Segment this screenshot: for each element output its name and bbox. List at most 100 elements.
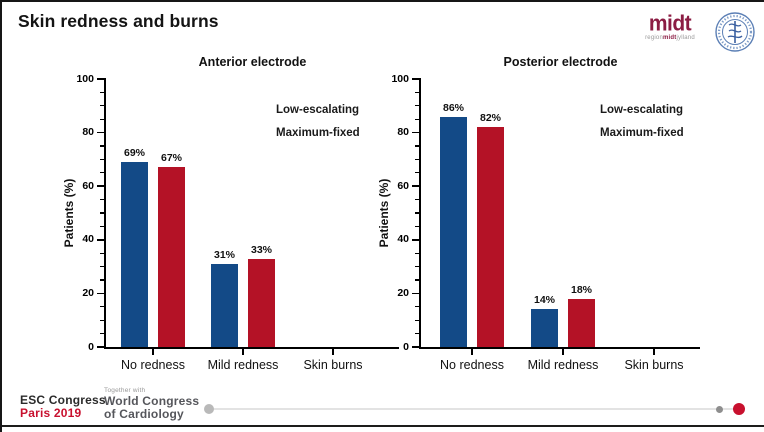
midt-subtext: regionmidtjylland (638, 35, 702, 41)
y-minor-tick (415, 212, 419, 214)
y-major-tick (97, 78, 104, 80)
y-minor-tick (100, 91, 104, 94)
y-minor-tick (415, 332, 419, 335)
bar-value-label: 33% (250, 243, 272, 256)
chart-title: Posterior electrode (503, 55, 618, 69)
y-tick-label: 20 (397, 286, 409, 299)
y-axis (419, 78, 421, 349)
bar-maximum-fixed (568, 298, 595, 347)
bar-maximum-fixed (477, 127, 504, 347)
y-major-tick (97, 131, 104, 134)
legend-item-low-escalating: Low-escalating (600, 104, 684, 116)
x-axis (104, 347, 399, 349)
progress-start-dot (204, 404, 214, 414)
y-minor-tick (100, 265, 104, 268)
wcc-line1: World Congress (104, 394, 200, 408)
x-axis-tick (242, 349, 244, 355)
midt-subtext-prefix: region (645, 35, 663, 41)
esc-congress-line1: ESC Congress (20, 393, 106, 407)
hospital-seal-icon (715, 12, 755, 52)
bar-low-escalating (121, 162, 148, 347)
y-major-tick (412, 346, 419, 348)
wcc-line2: of Cardiology (104, 406, 184, 421)
y-tick-label: 0 (403, 340, 409, 353)
category-label: Mild redness (207, 358, 279, 372)
legend-item-maximum-fixed: Maximum-fixed (276, 127, 360, 139)
y-minor-tick (415, 91, 419, 94)
y-minor-tick (100, 306, 104, 308)
y-tick-label: 100 (76, 72, 94, 85)
y-minor-tick (100, 252, 104, 254)
legend-item-low-escalating: Low-escalating (276, 104, 360, 116)
bar-low-escalating (211, 263, 238, 347)
y-minor-tick (100, 145, 104, 147)
y-tick-label: 100 (391, 72, 409, 85)
page-title: Skin redness and burns (18, 11, 219, 31)
world-congress-logo: Together with World Congress of Cardiolo… (104, 387, 199, 420)
bottom-divider (2, 425, 764, 427)
y-minor-tick (415, 105, 419, 107)
y-minor-tick (100, 225, 104, 228)
bar-maximum-fixed (158, 167, 185, 347)
y-tick-label: 60 (397, 179, 409, 192)
midt-subtext-suffix: jylland (676, 35, 695, 41)
midt-subtext-bold: midt (663, 35, 677, 41)
category-label: Skin burns (303, 358, 363, 372)
category-label: No redness (121, 358, 185, 372)
legend-item-maximum-fixed: Maximum-fixed (600, 127, 684, 139)
y-minor-tick (415, 225, 419, 228)
y-minor-tick (415, 172, 419, 174)
x-axis-tick (152, 349, 154, 355)
slide-progress-track (209, 408, 744, 410)
esc-congress-logo: ESC Congress Paris 2019 (20, 394, 106, 419)
bar-value-label: 31% (213, 248, 235, 261)
bar-value-label: 18% (570, 283, 592, 296)
y-major-tick (97, 346, 104, 348)
y-minor-tick (100, 319, 104, 321)
y-minor-tick (415, 118, 419, 120)
y-axis (104, 78, 106, 349)
plot-area: 0 20 40 60 80 100 No redness Mild redness Skin b… (52, 48, 404, 390)
category-label: Skin burns (624, 358, 684, 372)
category-label: No redness (440, 358, 504, 372)
x-axis-tick (562, 349, 564, 355)
bar-low-escalating (440, 116, 467, 347)
y-major-tick (97, 239, 104, 241)
y-major-tick (412, 185, 419, 187)
y-minor-tick (415, 158, 419, 161)
y-major-tick (412, 78, 419, 80)
chart-anterior-electrode: Anterior electrode Patients (%) Low-esca… (52, 48, 404, 390)
y-minor-tick (100, 118, 104, 120)
bar-value-label: 86% (442, 101, 464, 114)
progress-current-dot (733, 403, 745, 415)
x-axis-tick (471, 349, 473, 355)
y-tick-label: 40 (82, 233, 94, 246)
chart-posterior-electrode: Posterior electrode Patients (%) Low-esc… (367, 48, 719, 390)
x-axis (419, 347, 700, 349)
bar-value-label: 14% (533, 294, 555, 307)
bar-value-label: 67% (160, 152, 182, 165)
category-label: Mild redness (527, 358, 599, 372)
bar-maximum-fixed (248, 258, 275, 347)
progress-marker-dot (716, 405, 723, 413)
region-midtjylland-logo: midt regionmidtjylland (638, 12, 702, 41)
y-minor-tick (100, 105, 104, 107)
plot-area: 0 20 40 60 80 100 No redness Mild redness Skin b… (367, 48, 719, 390)
y-major-tick (412, 292, 419, 295)
y-minor-tick (100, 332, 104, 335)
chart-legend: Low-escalating Maximum-fixed (276, 104, 360, 150)
bar-value-label: 69% (123, 147, 145, 160)
together-with-label: Together with (104, 387, 146, 394)
y-minor-tick (415, 145, 419, 147)
esc-congress-line2: Paris 2019 (20, 405, 82, 420)
y-minor-tick (100, 212, 104, 214)
y-tick-label: 40 (397, 233, 409, 246)
y-minor-tick (100, 158, 104, 161)
y-tick-label: 80 (397, 126, 409, 139)
y-minor-tick (415, 265, 419, 268)
y-major-tick (97, 185, 104, 187)
y-minor-tick (415, 198, 419, 201)
bar-low-escalating (531, 309, 558, 347)
x-axis-tick (332, 349, 334, 355)
y-minor-tick (415, 306, 419, 308)
